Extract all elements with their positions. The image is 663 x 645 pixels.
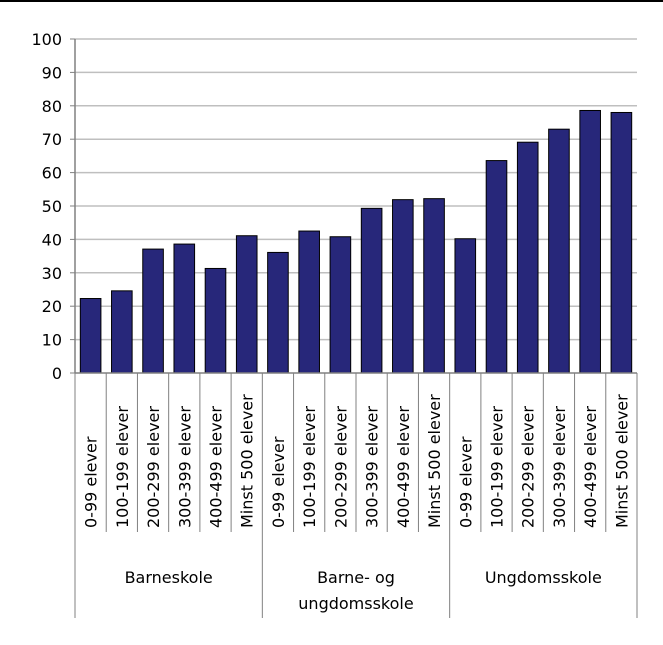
x-tick-label: 0-99 elever: [269, 436, 288, 528]
x-tick-label: 400-499 elever: [394, 406, 413, 528]
x-tick-label: 0-99 elever: [82, 436, 101, 528]
bar: [579, 109, 601, 374]
y-tick-labels: 0 10 20 30 40 50 60 70 80 90 100: [31, 30, 62, 383]
group-label: Barneskole: [125, 568, 213, 587]
group-labels: Barneskole Barne- og ungdomsskole Ungdomssk…: [125, 568, 602, 613]
bar: [548, 128, 570, 374]
x-tick-label: 300-399 elever: [363, 406, 382, 528]
y-tick-label: 20: [42, 297, 62, 316]
x-tick-label: Minst 500 elever: [425, 394, 444, 528]
bar: [329, 236, 352, 374]
bar: [360, 207, 383, 374]
group-label: Barne- og: [317, 568, 395, 587]
bar: [298, 230, 320, 374]
y-tick-label: 50: [42, 197, 62, 216]
y-tick-label: 0: [52, 364, 62, 383]
x-tick-label: 100-199 elever: [488, 406, 507, 528]
y-tick-label: 60: [42, 164, 62, 183]
x-tick-label: 400-499 elever: [207, 406, 226, 528]
x-tick-label: 300-399 elever: [175, 406, 194, 528]
x-tick-labels: 0-99 elever 100-199 elever 200-299 elever 3…: [82, 394, 632, 528]
bar: [111, 290, 133, 374]
group-label: ungdomsskole: [298, 594, 413, 613]
x-tick-label: 0-99 elever: [456, 436, 475, 528]
y-tick-label: 80: [42, 97, 62, 116]
bar: [173, 243, 196, 374]
x-tick-label: 200-299 elever: [331, 406, 350, 528]
x-tick-label: 400-499 elever: [581, 406, 600, 528]
bar: [610, 111, 633, 374]
bar: [485, 160, 508, 374]
bar: [142, 248, 164, 374]
bar: [79, 298, 102, 374]
y-tick-label: 10: [42, 331, 62, 350]
y-tick-label: 30: [42, 264, 62, 283]
bar: [392, 199, 414, 374]
axes: [70, 38, 638, 618]
x-tick-label: 200-299 elever: [519, 406, 538, 528]
x-tick-label: 200-299 elever: [144, 406, 163, 528]
top-rule: [0, 0, 663, 2]
x-tick-label: 100-199 elever: [300, 406, 319, 528]
bar: [423, 198, 445, 374]
y-tick-label: 90: [42, 63, 62, 82]
bar: [204, 267, 227, 374]
bar: [267, 251, 289, 374]
bar: [235, 235, 258, 374]
bars: [79, 109, 633, 374]
bar: [516, 141, 539, 374]
y-tick-label: 40: [42, 230, 62, 249]
bar: [454, 238, 477, 374]
gridlines: [75, 38, 637, 341]
x-tick-label: 100-199 elever: [113, 406, 132, 528]
x-tick-label: 300-399 elever: [550, 406, 569, 528]
y-tick-label: 100: [31, 30, 62, 49]
y-tick-label: 70: [42, 130, 62, 149]
group-label: Ungdomsskole: [485, 568, 602, 587]
x-tick-label: Minst 500 elever: [612, 394, 631, 528]
x-tick-label: Minst 500 elever: [238, 394, 257, 528]
